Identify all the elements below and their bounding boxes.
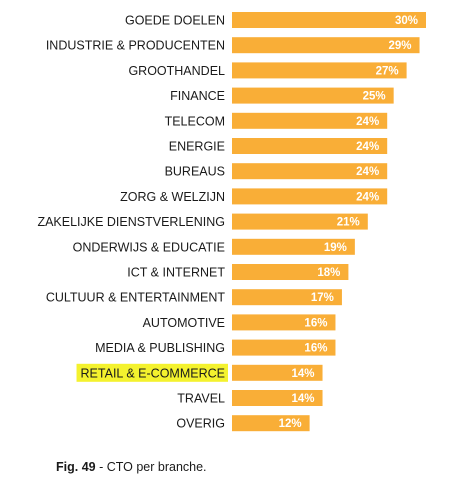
category-label: MEDIA & PUBLISHING — [95, 341, 225, 355]
bar — [232, 314, 336, 331]
category-label: AUTOMOTIVE — [143, 316, 225, 330]
value-label: 30% — [395, 15, 418, 27]
bar — [232, 62, 407, 79]
value-label: 21% — [337, 217, 360, 229]
value-label: 29% — [389, 40, 412, 52]
value-label: 25% — [363, 91, 386, 103]
value-label: 24% — [356, 116, 379, 128]
bar — [232, 37, 420, 54]
bar — [232, 390, 323, 406]
category-label: BUREAUS — [165, 165, 225, 179]
highlight-mark — [76, 363, 228, 382]
value-label: 12% — [279, 418, 302, 430]
category-label: GOEDE DOELEN — [125, 14, 225, 28]
category-label: OVERIG — [176, 417, 225, 431]
bar — [232, 163, 388, 180]
value-label: 16% — [304, 343, 327, 355]
bar — [232, 364, 323, 381]
value-label: 24% — [356, 191, 379, 203]
caption-separator: - — [95, 460, 107, 474]
bar-chart: GOEDE DOELEN 30% INDUSTRIE & PRODUCENTEN 29… — [37, 12, 426, 432]
bar — [232, 12, 426, 28]
category-label: GROOTHANDEL — [128, 64, 225, 78]
bar — [232, 264, 349, 280]
value-label: 27% — [376, 65, 399, 77]
value-label: 14% — [292, 368, 315, 380]
category-label: INDUSTRIE & PRODUCENTEN — [46, 39, 225, 53]
value-label: 16% — [304, 317, 327, 329]
bar — [232, 339, 336, 356]
category-label: FINANCE — [170, 89, 225, 103]
category-label: TELECOM — [165, 114, 225, 128]
category-label: CULTUUR & ENTERTAINMENT — [46, 291, 226, 305]
bar — [232, 289, 342, 306]
bar — [232, 415, 310, 432]
category-label: ENERGIE — [169, 140, 225, 154]
value-label: 24% — [356, 166, 379, 178]
bar — [232, 213, 368, 230]
value-label: 24% — [356, 141, 379, 153]
figure-number: Fig. 49 — [56, 460, 96, 474]
bar — [232, 238, 355, 255]
category-label: ICT & INTERNET — [127, 266, 225, 280]
category-label: ONDERWIJS & EDUCATIE — [73, 240, 225, 254]
caption-text: CTO per branche. — [106, 460, 207, 474]
value-label: 18% — [317, 267, 340, 279]
value-label: 19% — [324, 242, 347, 254]
bar — [232, 138, 388, 154]
value-label: 17% — [311, 292, 334, 304]
value-label: 14% — [292, 393, 315, 405]
bar — [232, 112, 388, 129]
category-label: TRAVEL — [177, 392, 225, 406]
category-label: ZAKELIJKE DIENSTVERLENING — [37, 215, 225, 229]
bar — [232, 188, 388, 205]
bar — [232, 87, 394, 104]
category-label: RETAIL & E-COMMERCE — [81, 366, 225, 380]
category-label: ZORG & WELZIJN — [120, 190, 225, 204]
figure-caption: Fig. 49 - CTO per branche. — [56, 460, 207, 474]
